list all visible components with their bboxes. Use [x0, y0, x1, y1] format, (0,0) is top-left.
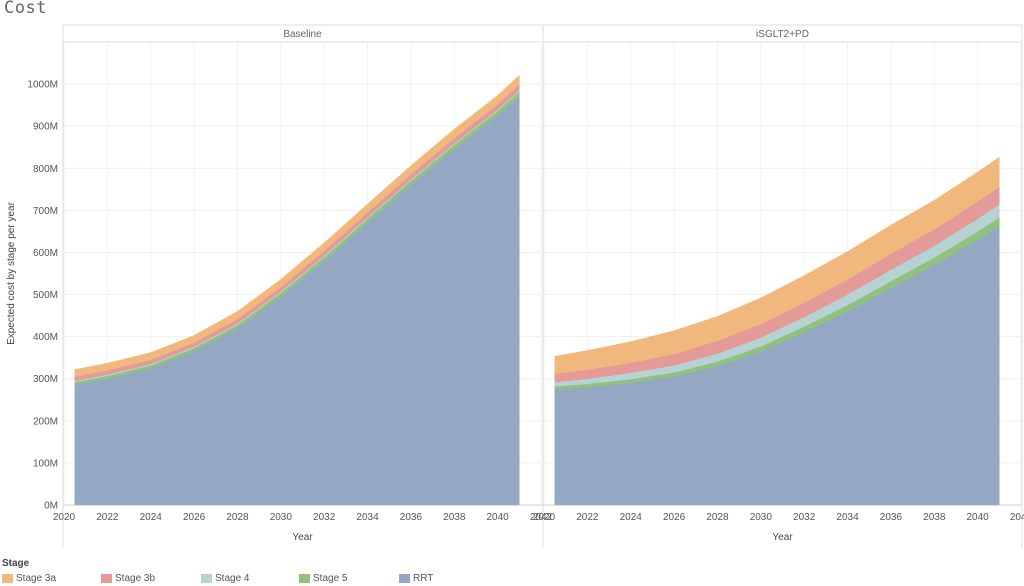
y-tick-label: 600M [33, 248, 58, 259]
cost-chart: Expected cost by stage per year 0M 100M 200… [6, 24, 1024, 548]
x-tick-label: 2026 [183, 512, 206, 523]
panel-title: Baseline [283, 29, 322, 40]
x-tick-label: 2042 [530, 512, 553, 523]
legend-label-stage-3a: Stage 3a [16, 572, 57, 584]
legend-swatch-rrt [399, 573, 410, 583]
y-tick-label: 0M [44, 501, 58, 512]
legend: Stage Stage 3a Stage 3b Stage 4 Stage 5 … [2, 558, 1022, 586]
x-tick-label: 2026 [663, 512, 686, 523]
y-tick-label: 300M [33, 374, 58, 385]
panel-isglt2-pd: iSGLT2+PD 2020 2022 2024 2026 2028 2030 2032 203… [533, 29, 1024, 543]
legend-item-stage-4[interactable]: Stage 4 [201, 571, 249, 585]
legend-item-rrt[interactable]: RRT [399, 571, 433, 585]
x-tick-label: 2032 [313, 512, 336, 523]
legend-item-stage-3a[interactable]: Stage 3a [2, 571, 56, 585]
y-tick-label: 200M [33, 416, 58, 427]
x-tick-label: 2028 [706, 512, 729, 523]
x-axis-label: Year [292, 532, 313, 543]
x-tick-label: 2038 [443, 512, 466, 523]
x-tick-label: 2040 [967, 512, 990, 523]
y-tick-label: 700M [33, 206, 58, 217]
x-tick-label: 2036 [880, 512, 903, 523]
legend-label-rrt: RRT [413, 572, 434, 584]
legend-label-stage-4: Stage 4 [215, 572, 250, 584]
x-tick-label: 2042 [1010, 512, 1024, 523]
x-tick-label: 2034 [836, 512, 859, 523]
legend-swatch-stage-4 [201, 573, 212, 583]
x-tick-label: 2020 [533, 512, 556, 523]
panel-title: iSGLT2+PD [756, 29, 809, 40]
x-tick-label: 2028 [226, 512, 249, 523]
panel-baseline: Baseline 2020 2022 2024 2026 2028 2030 2032 2034… [53, 29, 553, 543]
y-tick-label: 800M [33, 164, 58, 175]
y-tick-label: 900M [33, 122, 58, 133]
area-rrt [74, 96, 520, 506]
x-tick-label: 2024 [140, 512, 163, 523]
y-tick-label: 1000M [27, 80, 58, 91]
x-tick-label: 2034 [356, 512, 379, 523]
area-stage-3a [554, 156, 1000, 374]
x-tick-label: 2020 [53, 512, 76, 523]
x-tick-label: 2022 [96, 512, 119, 523]
x-axis-label: Year [772, 532, 793, 543]
legend-item-stage-3b[interactable]: Stage 3b [101, 571, 155, 585]
legend-title: Stage [2, 558, 30, 569]
x-tick-label: 2032 [793, 512, 816, 523]
x-tick-label: 2030 [270, 512, 293, 523]
legend-swatch-stage-3a [2, 573, 13, 583]
area-stage-3a [74, 74, 520, 377]
legend-swatch-stage-5 [299, 573, 310, 583]
legend-label-stage-3b: Stage 3b [115, 572, 156, 584]
y-tick-label: 400M [33, 332, 58, 343]
x-tick-label: 2024 [620, 512, 643, 523]
legend-swatch-stage-3b [101, 573, 112, 583]
legend-label-stage-5: Stage 5 [313, 572, 348, 584]
page-title: Cost [4, 0, 47, 18]
x-tick-label: 2040 [487, 512, 510, 523]
y-tick-label: 100M [33, 458, 58, 469]
x-tick-label: 2038 [923, 512, 946, 523]
legend-item-stage-5[interactable]: Stage 5 [299, 571, 347, 585]
y-axis-label: Expected cost by stage per year [6, 201, 17, 345]
x-tick-label: 2036 [400, 512, 423, 523]
x-tick-label: 2030 [750, 512, 773, 523]
x-tick-label: 2022 [576, 512, 599, 523]
y-tick-label: 500M [33, 290, 58, 301]
